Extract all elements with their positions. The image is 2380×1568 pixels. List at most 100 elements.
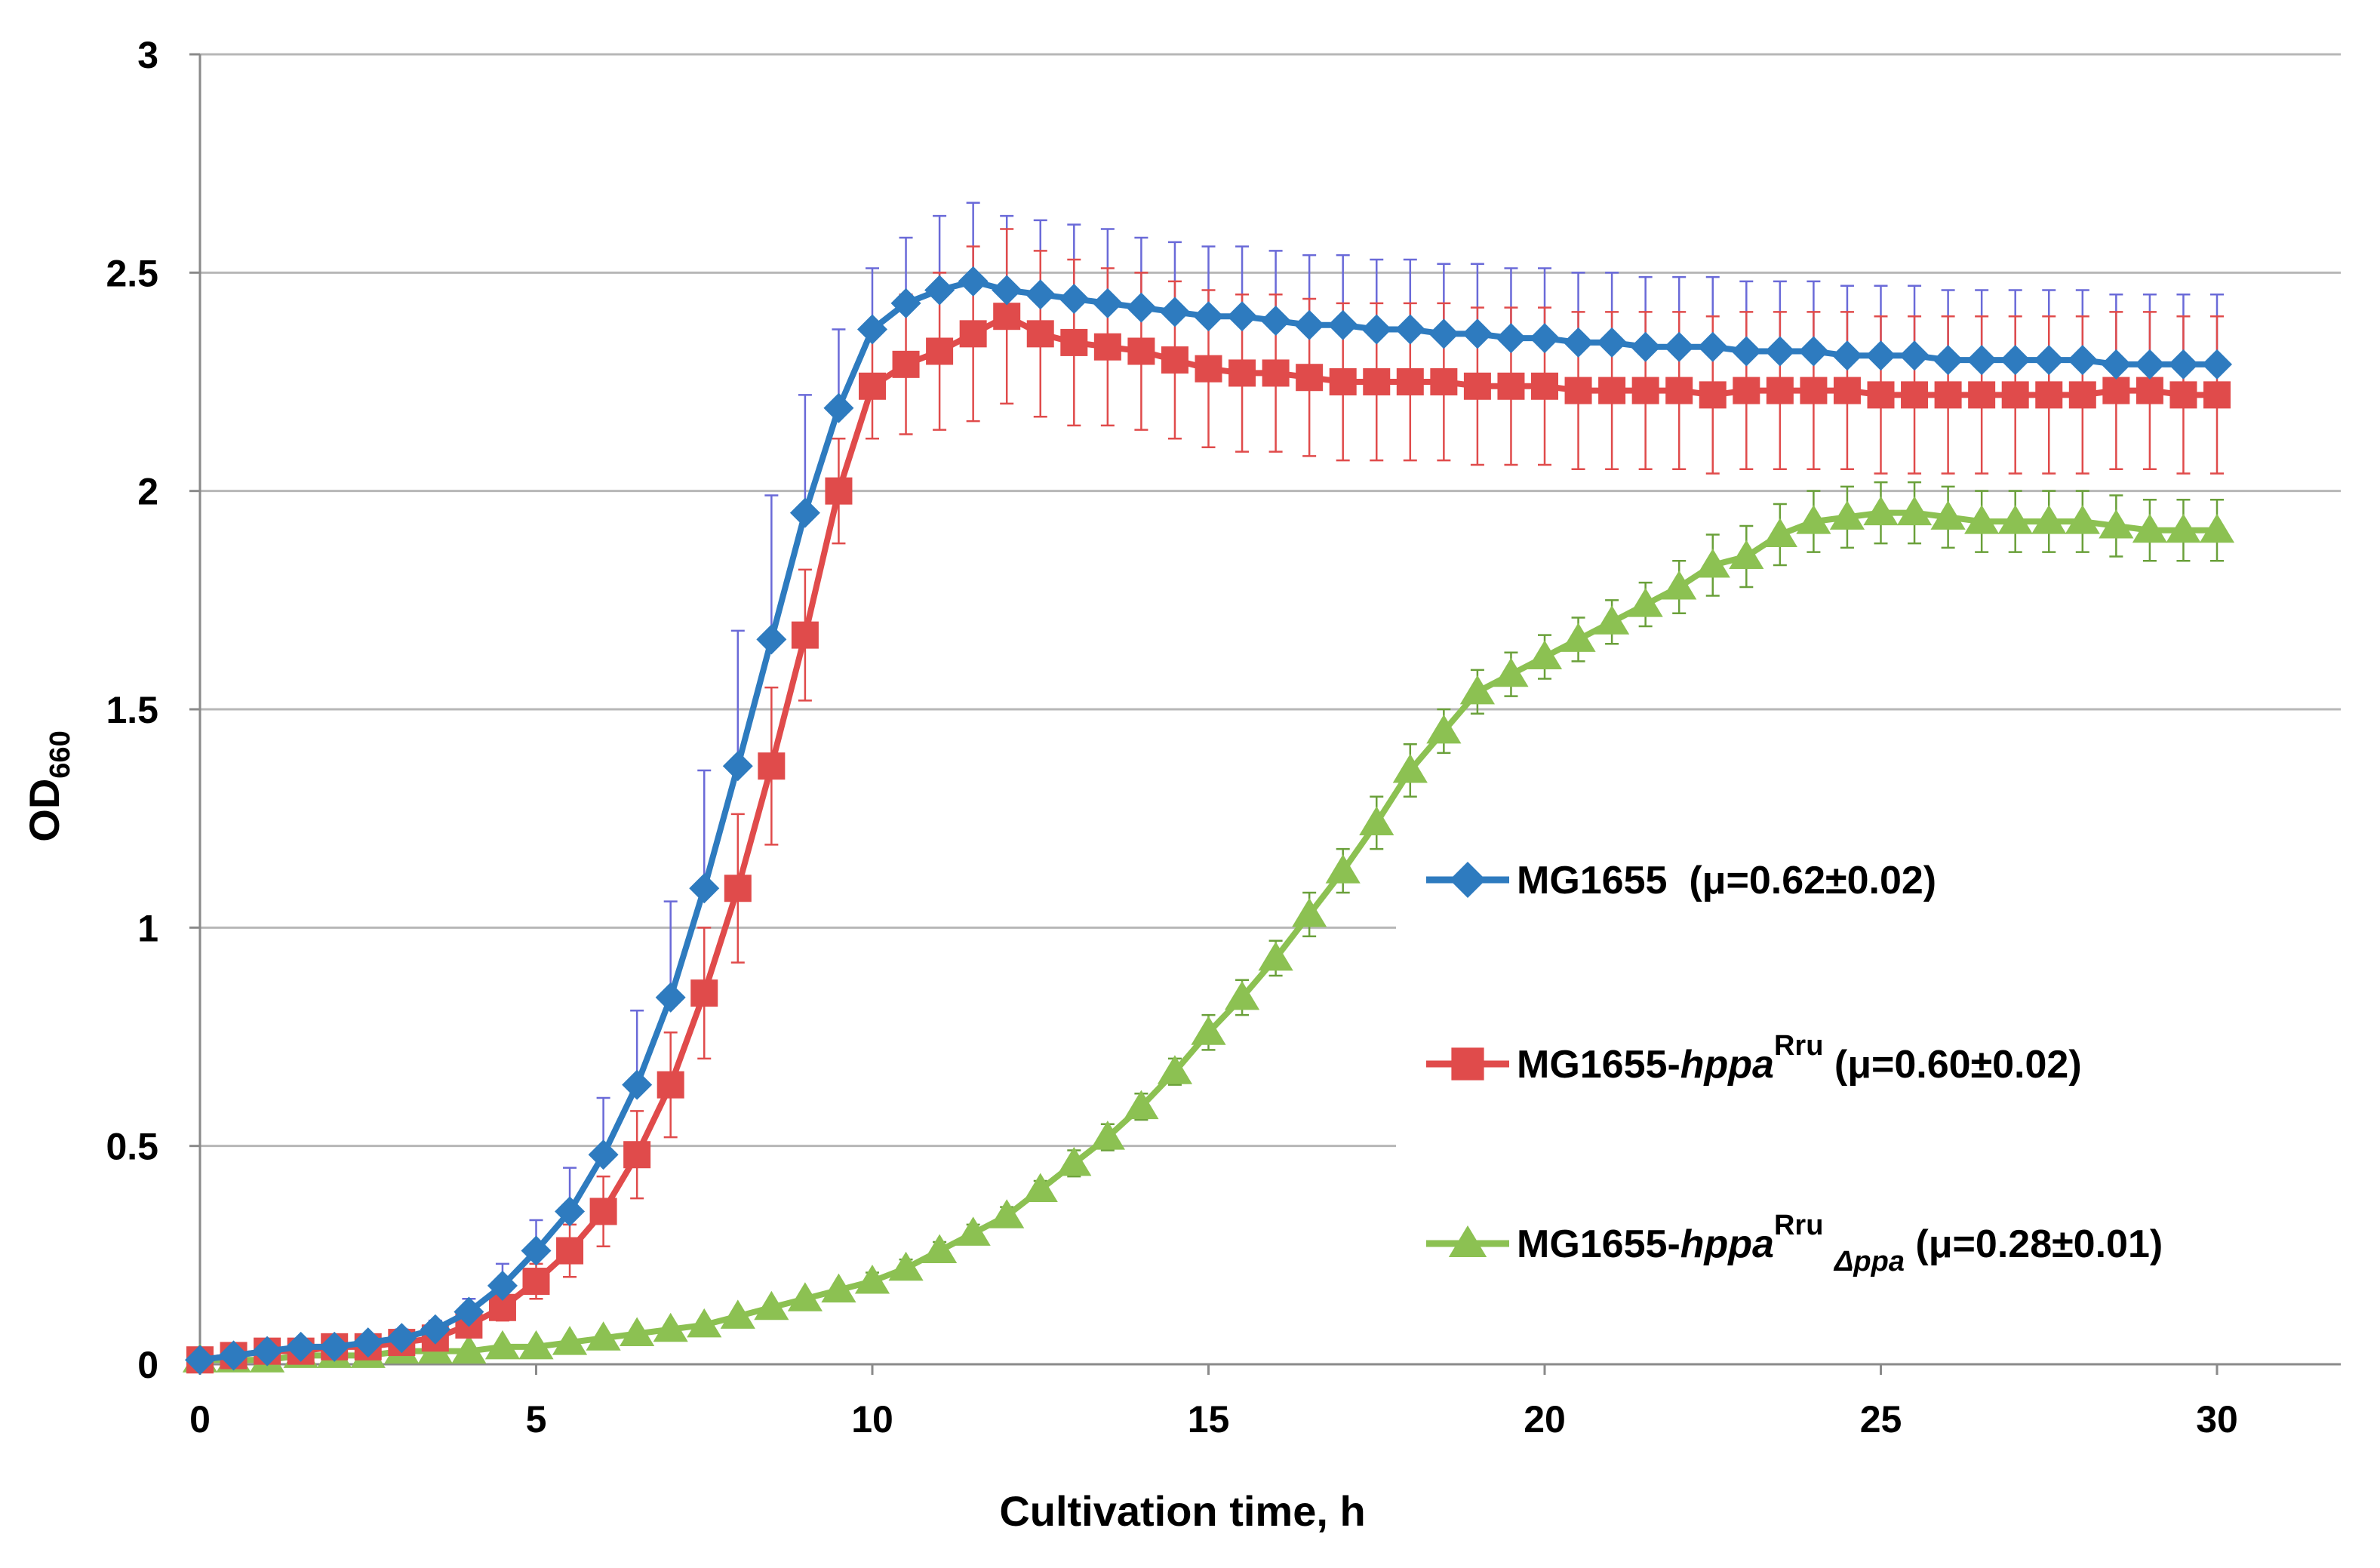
gridlines <box>200 53 2341 1148</box>
point-s1-42 <box>1598 377 1626 404</box>
point-s2-44 <box>1662 570 1697 600</box>
point-s0-48 <box>1798 336 1829 367</box>
data-series <box>182 266 2235 1376</box>
point-s2-57 <box>2099 509 2134 539</box>
point-s1-50 <box>1867 381 1895 409</box>
point-s0-1 <box>218 1340 249 1371</box>
point-s2-43 <box>1628 588 1663 617</box>
point-s2-25 <box>1022 1173 1058 1203</box>
y-tick-label-1: 0.5 <box>106 1126 158 1168</box>
point-s2-32 <box>1258 941 1293 971</box>
point-s2-45 <box>1695 549 1730 578</box>
point-s0-11 <box>555 1196 586 1227</box>
point-s1-53 <box>1968 381 1996 409</box>
tick-labels: 0 5 10 15 20 25 30 0 0.5 1 1.5 2 2.5 3 <box>106 34 2237 1440</box>
point-s0-35 <box>1361 314 1392 345</box>
point-s0-31 <box>1227 301 1258 332</box>
point-s1-14 <box>656 1071 684 1099</box>
point-s1-44 <box>1665 377 1693 404</box>
point-s0-7 <box>420 1314 450 1345</box>
point-s2-20 <box>854 1265 890 1294</box>
y-tick-label-0: 0 <box>137 1344 158 1386</box>
point-s2-56 <box>2065 505 2100 534</box>
point-s0-49 <box>1831 340 1862 371</box>
point-s0-5 <box>352 1327 383 1358</box>
point-s0-16 <box>722 751 753 782</box>
point-s0-46 <box>1731 336 1762 367</box>
error-bar-s0-17 <box>764 494 779 640</box>
point-s0-17 <box>756 624 787 655</box>
svg-text:OD660: OD660 <box>20 730 76 841</box>
point-s0-2 <box>252 1336 283 1367</box>
legend-label-0: MG1655 (μ=0.62±0.02) <box>1517 859 1936 902</box>
point-s2-27 <box>1090 1121 1125 1150</box>
axes <box>189 53 2341 1375</box>
point-s0-25 <box>1025 279 1056 310</box>
point-s2-58 <box>2132 513 2167 543</box>
point-s0-10 <box>521 1235 552 1266</box>
point-s2-48 <box>1796 505 1831 534</box>
point-s0-33 <box>1294 309 1325 340</box>
point-s2-42 <box>1594 605 1630 635</box>
point-s1-49 <box>1833 377 1861 404</box>
point-s1-28 <box>1127 337 1155 365</box>
point-s2-17 <box>754 1290 789 1321</box>
point-s0-39 <box>1496 323 1527 354</box>
point-s1-51 <box>1901 381 1929 409</box>
legend-marker-1 <box>1451 1047 1484 1081</box>
point-s2-18 <box>787 1282 823 1311</box>
point-s2-59 <box>2166 513 2201 543</box>
point-s1-36 <box>1396 368 1424 395</box>
x-tick-label-3: 15 <box>1188 1398 1230 1440</box>
point-s1-48 <box>1800 377 1828 404</box>
legend-entry-0: MG1655 (μ=0.62±0.02) <box>1426 859 1936 902</box>
legend-label-2: MG1655-hppaRru Δppa (μ=0.28±0.01) <box>1517 1210 2163 1277</box>
point-s0-44 <box>1664 331 1695 362</box>
point-s0-45 <box>1697 331 1728 362</box>
y-tick-label-6: 3 <box>137 34 158 76</box>
point-s1-60 <box>2203 381 2231 409</box>
point-s0-0 <box>185 1345 215 1376</box>
x-tick-label-6: 30 <box>2196 1398 2238 1440</box>
point-s2-11 <box>552 1326 588 1355</box>
point-s1-37 <box>1430 368 1458 395</box>
y-tick-label-5: 2.5 <box>106 252 158 294</box>
point-s0-9 <box>487 1270 518 1301</box>
point-s2-30 <box>1191 1016 1226 1045</box>
point-s2-10 <box>518 1330 554 1360</box>
point-s2-49 <box>1829 500 1865 530</box>
point-s2-37 <box>1426 714 1462 744</box>
point-s1-23 <box>959 320 987 348</box>
point-s0-12 <box>588 1139 619 1170</box>
point-s0-19 <box>823 392 854 423</box>
point-s2-50 <box>1863 496 1899 526</box>
legend-entry-2: MG1655-hppaRru Δppa (μ=0.28±0.01) <box>1426 1210 2163 1277</box>
error-bar-s0-15 <box>697 769 712 889</box>
point-s1-33 <box>1296 364 1324 392</box>
point-s2-12 <box>586 1321 621 1351</box>
point-s2-35 <box>1359 806 1394 835</box>
point-s0-36 <box>1394 314 1425 345</box>
point-s1-56 <box>2068 381 2096 409</box>
point-s1-59 <box>2169 381 2197 409</box>
x-tick-label-4: 20 <box>1524 1398 1566 1440</box>
point-s0-52 <box>1933 345 1963 376</box>
point-s1-40 <box>1531 372 1558 400</box>
point-s0-14 <box>655 982 686 1013</box>
point-s1-57 <box>2102 377 2130 404</box>
point-s0-4 <box>319 1331 350 1362</box>
point-s0-50 <box>1865 340 1896 371</box>
point-s2-40 <box>1527 640 1563 670</box>
point-s1-10 <box>522 1268 550 1296</box>
point-s1-22 <box>926 337 954 365</box>
point-s0-55 <box>2034 345 2065 376</box>
point-s1-43 <box>1631 377 1659 404</box>
y-axis-title-main: OD <box>20 779 68 842</box>
legend-marker-2 <box>1448 1225 1487 1257</box>
point-s1-17 <box>758 752 786 780</box>
point-s0-30 <box>1193 301 1224 332</box>
x-tick-label-0: 0 <box>189 1398 211 1440</box>
point-s2-22 <box>922 1234 958 1264</box>
point-s1-21 <box>892 350 920 378</box>
